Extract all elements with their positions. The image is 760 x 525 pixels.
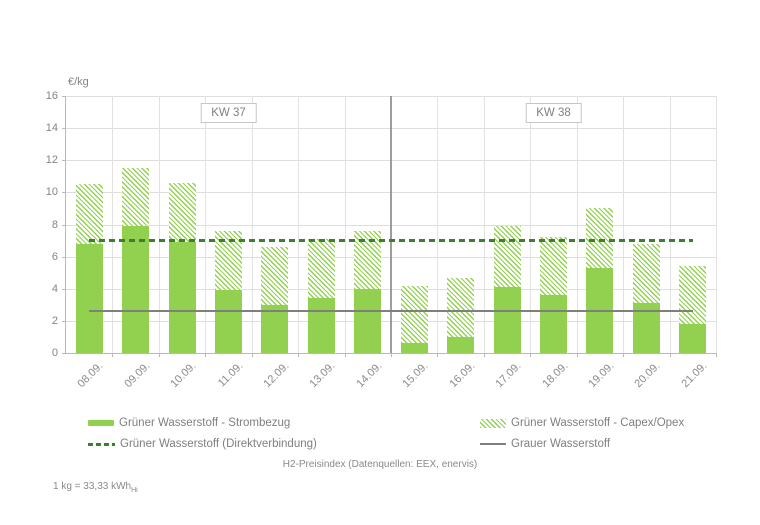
y-axis-tick-label: 6 — [51, 250, 58, 263]
bar-strombezug — [447, 336, 475, 353]
plot-area: 08.09. 09.09. 10.09. 11.09. 12.09. 13.09. 14.0… — [62, 96, 717, 390]
gridline-vertical — [530, 96, 532, 353]
bar-strombezug — [400, 343, 428, 353]
legend-label: Grüner Wasserstoff - Capex/Opex — [511, 417, 685, 429]
bar-strombezug — [540, 295, 567, 353]
grey-line-swatch-icon — [480, 443, 506, 445]
y-axis-tick — [62, 160, 66, 162]
x-axis-tick — [530, 353, 532, 357]
bar-strombezug — [168, 242, 196, 353]
y-axis-tick-label: 0 — [51, 347, 58, 359]
bar-strombezug — [307, 298, 335, 353]
bar-capex-opex — [632, 243, 660, 304]
bar-capex-opex — [679, 266, 707, 325]
bar-strombezug — [261, 304, 289, 353]
week-divider-line — [390, 96, 392, 353]
bar-strombezug — [354, 288, 382, 353]
gridline-vertical — [483, 96, 485, 353]
gridline-vertical — [251, 96, 253, 353]
footnote-text: 1 kg = 33,33 kWh — [53, 481, 132, 492]
bar-strombezug — [75, 243, 103, 353]
bar-capex-opex — [540, 237, 567, 296]
line-direktverbindung — [89, 239, 693, 243]
week-label-box: KW 37 — [200, 103, 257, 123]
y-axis-tick — [62, 320, 66, 322]
hatch-bar-swatch-icon — [480, 418, 506, 428]
gridline-vertical — [623, 96, 625, 353]
y-axis-tick-label: 10 — [45, 186, 58, 199]
legend-item-hatch-bar: Grüner Wasserstoff - Capex/Opex — [480, 416, 684, 430]
y-axis-tick-label: 2 — [51, 314, 58, 327]
x-axis-tick — [158, 353, 160, 357]
y-axis-unit-label: €/kg — [68, 76, 89, 88]
x-axis-tick — [483, 353, 485, 357]
bar-strombezug — [679, 324, 707, 353]
bar-capex-opex — [493, 226, 521, 288]
y-axis-tick — [62, 256, 66, 258]
x-axis-tick — [205, 353, 207, 357]
gridline-vertical — [158, 96, 160, 353]
chart-caption: H2-Preisindex (Datenquellen: EEX, enervi… — [282, 459, 478, 470]
x-axis-tick — [576, 353, 578, 357]
x-axis-tick — [344, 353, 346, 357]
x-axis-tick — [298, 353, 300, 357]
y-axis-tick — [62, 192, 66, 194]
footnote-subscript: Hi — [131, 487, 138, 494]
dashed-line-swatch-icon — [88, 442, 115, 446]
gridline-vertical — [112, 96, 114, 353]
x-axis-tick — [669, 353, 671, 357]
y-axis-tick-label: 16 — [45, 90, 58, 102]
x-axis-category-label: 21.09. — [679, 360, 710, 391]
y-axis-tick — [62, 353, 66, 354]
bar-strombezug — [493, 287, 521, 353]
legend-label: Grüner Wasserstoff (Direktverbindung) — [120, 438, 317, 450]
bar-capex-opex — [122, 168, 150, 227]
footnote: 1 kg = 33,33 kWhHi — [53, 481, 138, 494]
bar-capex-opex — [75, 184, 103, 244]
y-axis-tick — [62, 224, 66, 226]
bar-strombezug — [122, 226, 150, 353]
y-axis-tick — [62, 128, 66, 130]
y-axis-tick-label: 4 — [51, 282, 58, 295]
legend-item-grey-line: Grauer Wasserstoff — [480, 437, 610, 451]
bar-capex-opex — [586, 208, 614, 268]
x-axis-tick — [716, 353, 717, 357]
gridline-vertical — [437, 96, 439, 353]
x-axis-tick — [251, 353, 253, 357]
bar-capex-opex — [168, 182, 196, 243]
y-axis-tick-label: 12 — [45, 154, 58, 167]
solid-bar-swatch-icon — [88, 420, 114, 426]
legend-item-dashed-line: Grüner Wasserstoff (Direktverbindung) — [88, 437, 317, 451]
x-axis-tick — [391, 353, 392, 357]
bar-capex-opex — [447, 277, 475, 337]
y-axis-tick — [62, 96, 66, 97]
legend-label: Grüner Wasserstoff - Strombezug — [119, 417, 291, 429]
x-axis-tick — [112, 353, 114, 357]
bar-capex-opex — [400, 285, 428, 344]
gridline-vertical — [716, 96, 717, 353]
week-label-box: KW 38 — [525, 103, 582, 123]
gridline-vertical — [205, 96, 207, 353]
line-grauer-wasserstoff — [89, 310, 693, 313]
legend-item-solid-bar: Grüner Wasserstoff - Strombezug — [88, 416, 290, 430]
y-axis-tick-label: 14 — [45, 122, 58, 135]
x-axis-tick — [623, 353, 625, 357]
gridline-vertical — [298, 96, 300, 353]
y-axis-tick — [62, 288, 66, 290]
gridline-vertical — [669, 96, 671, 353]
gridline-vertical — [576, 96, 578, 353]
x-axis-tick — [437, 353, 439, 357]
gridline-vertical — [344, 96, 346, 353]
y-axis-tick-label: 8 — [51, 218, 58, 231]
bar-capex-opex — [307, 238, 335, 299]
bar-capex-opex — [261, 246, 289, 305]
x-axis-category-label: 15.09. — [400, 360, 431, 391]
x-axis-category-label: 16.09. — [447, 360, 478, 391]
bar-strombezug — [215, 290, 242, 353]
legend-label: Grauer Wasserstoff — [511, 438, 611, 450]
